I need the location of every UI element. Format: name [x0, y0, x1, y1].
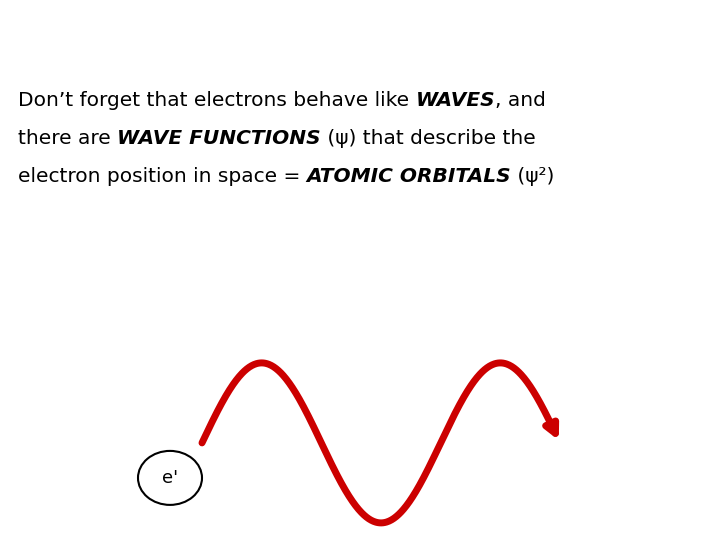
Text: WAVE FUNCTIONS: WAVE FUNCTIONS	[117, 129, 320, 148]
Text: Molecular Orbitals - Preliminary Ideas: Molecular Orbitals - Preliminary Ideas	[18, 27, 580, 53]
Text: (ψ²): (ψ²)	[511, 167, 554, 186]
Text: ATOMIC ORBITALS: ATOMIC ORBITALS	[307, 167, 511, 186]
Text: there are: there are	[18, 129, 117, 148]
Text: Don’t forget that electrons behave like: Don’t forget that electrons behave like	[18, 91, 415, 110]
Text: electron position in space =: electron position in space =	[18, 167, 307, 186]
Text: , and: , and	[495, 91, 546, 110]
Text: WAVES: WAVES	[415, 91, 495, 110]
Text: e': e'	[162, 469, 178, 487]
Text: (ψ) that describe the: (ψ) that describe the	[320, 129, 536, 148]
